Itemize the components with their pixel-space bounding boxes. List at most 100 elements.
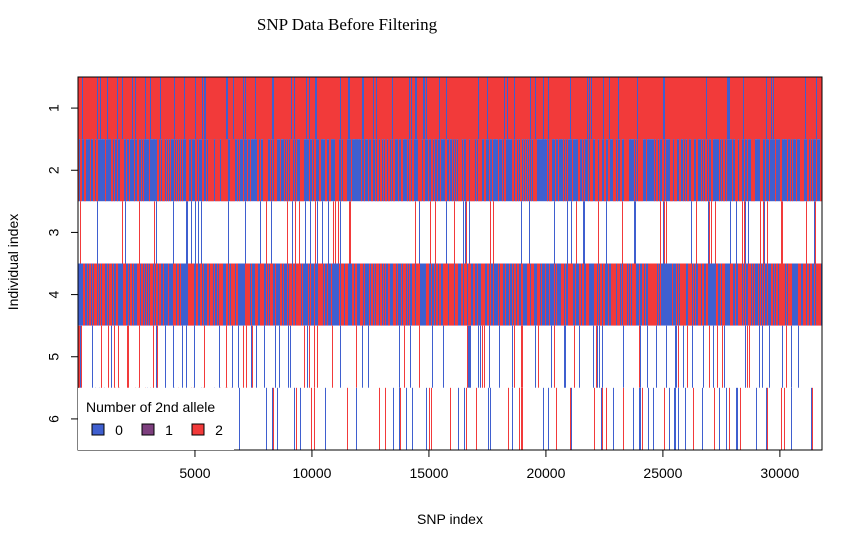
snp-cell: [96, 263, 97, 326]
snp-cell: [663, 201, 664, 264]
snp-cell: [452, 77, 453, 140]
snp-cell: [247, 263, 248, 326]
snp-cell: [529, 201, 530, 264]
snp-cell: [725, 77, 726, 140]
snp-cell: [605, 139, 606, 202]
snp-cell: [404, 263, 405, 326]
snp-cell: [188, 139, 189, 202]
snp-cell: [706, 139, 707, 202]
snp-cell: [320, 263, 321, 326]
snp-cell: [156, 77, 157, 140]
snp-cell: [332, 325, 333, 388]
snp-cell: [750, 77, 751, 140]
snp-cell: [490, 387, 491, 450]
snp-cell: [221, 139, 222, 202]
snp-cell: [624, 263, 625, 326]
snp-cell: [754, 139, 755, 202]
snp-cell: [765, 139, 766, 202]
snp-cell: [649, 263, 650, 326]
snp-cell: [774, 263, 775, 326]
snp-cell: [301, 139, 302, 202]
legend-item-0: 0: [91, 422, 123, 438]
snp-cell: [318, 77, 319, 140]
snp-cell: [529, 139, 530, 202]
snp-cell: [368, 139, 369, 202]
snp-cell: [536, 139, 537, 202]
snp-cell: [349, 201, 350, 264]
snp-cell: [149, 139, 150, 202]
snp-cell: [781, 201, 782, 264]
snp-cell: [769, 139, 770, 202]
snp-cell: [245, 201, 246, 264]
snp-cell: [418, 139, 419, 202]
snp-cell: [289, 263, 290, 326]
snp-cell: [735, 77, 736, 140]
snp-cell: [335, 201, 336, 264]
snp-cell: [409, 77, 410, 140]
snp-cell: [353, 263, 354, 326]
snp-cell: [576, 77, 577, 140]
snp-cell: [397, 263, 398, 326]
snp-cell: [578, 77, 579, 140]
snp-cell: [585, 77, 586, 140]
snp-cell: [651, 263, 652, 326]
snp-cell: [582, 263, 583, 326]
x-axis: 5000 10000 15000 20000 25000 30000: [179, 449, 800, 481]
snp-cell: [597, 325, 598, 388]
snp-cell: [210, 139, 211, 202]
snp-cell: [550, 139, 551, 202]
snp-cell: [777, 263, 778, 326]
snp-cell: [141, 139, 142, 202]
snp-cell: [163, 139, 164, 202]
snp-cell: [466, 77, 467, 140]
snp-cell: [256, 325, 257, 388]
snp-cell: [423, 139, 424, 202]
snp-cell: [310, 77, 311, 140]
snp-cell: [109, 263, 110, 326]
snp-cell: [739, 263, 740, 326]
snp-cell: [703, 325, 704, 388]
snp-cell: [228, 201, 229, 264]
heatmap-row-2: [78, 139, 822, 202]
snp-cell: [525, 139, 526, 202]
snp-cell: [158, 139, 159, 202]
snp-cell: [650, 263, 651, 326]
snp-cell: [554, 201, 555, 264]
snp-cell: [660, 201, 661, 264]
snp-cell: [399, 325, 400, 388]
snp-cell: [315, 201, 316, 264]
snp-cell: [216, 139, 217, 202]
snp-cell: [314, 139, 315, 202]
snp-cell: [806, 77, 807, 140]
snp-cell: [572, 263, 573, 326]
snp-cell: [641, 139, 642, 202]
snp-cell: [289, 77, 290, 140]
snp-cell: [129, 139, 130, 202]
snp-cell: [521, 139, 522, 202]
snp-cell: [679, 139, 680, 202]
snp-cell: [291, 77, 292, 140]
snp-cell: [196, 139, 197, 202]
snp-cell: [160, 77, 161, 140]
snp-cell: [97, 139, 98, 202]
snp-cell: [797, 77, 798, 140]
snp-cell: [719, 387, 720, 450]
snp-cell: [330, 139, 331, 202]
snp-cell: [345, 263, 346, 326]
snp-cell: [302, 139, 303, 202]
snp-cell: [419, 201, 420, 264]
snp-cell: [153, 325, 154, 388]
snp-cell: [722, 263, 723, 326]
snp-cell: [396, 77, 397, 140]
snp-cell: [784, 387, 785, 450]
snp-cell: [816, 139, 817, 202]
snp-cell: [548, 387, 549, 450]
snp-cell: [272, 387, 273, 450]
legend-box: [78, 388, 234, 450]
snp-cell: [345, 139, 346, 202]
snp-cell: [186, 139, 187, 202]
x-axis-label: SNP index: [417, 511, 483, 527]
snp-cell: [270, 139, 271, 202]
snp-cell: [561, 77, 562, 140]
snp-cell: [175, 263, 176, 326]
